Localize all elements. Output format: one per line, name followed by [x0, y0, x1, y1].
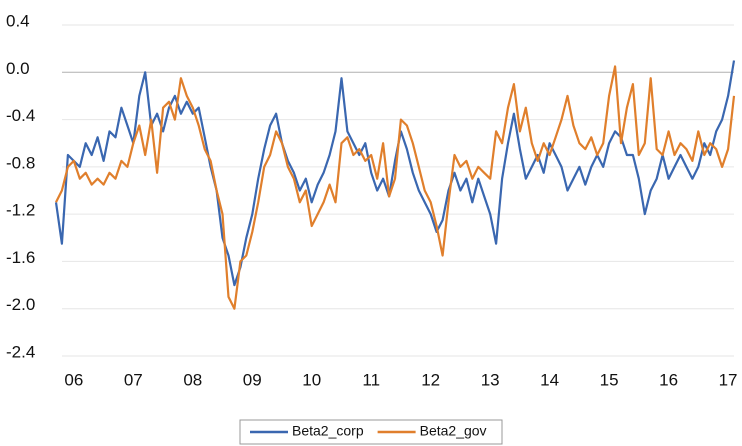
legend-label: Beta2_corp — [292, 423, 364, 439]
x-tick-label: 16 — [659, 370, 678, 389]
x-tick-label: 10 — [302, 370, 321, 389]
y-tick-label: -0.4 — [6, 106, 35, 125]
x-tick-label: 06 — [64, 370, 83, 389]
series-line — [55, 65, 736, 310]
x-tick-label: 07 — [124, 370, 143, 389]
x-tick-label: 12 — [421, 370, 440, 389]
x-tick-label: 13 — [481, 370, 500, 389]
y-tick-label: -2.4 — [6, 342, 35, 361]
y-tick-label: -1.2 — [6, 201, 35, 220]
x-tick-label: 14 — [540, 370, 559, 389]
x-tick-label: 15 — [600, 370, 619, 389]
y-tick-label: -0.8 — [6, 153, 35, 172]
y-tick-label: -2.0 — [6, 295, 35, 314]
x-tick-label: 11 — [362, 370, 380, 389]
legend-label: Beta2_gov — [420, 423, 487, 439]
legend: Beta2_corp Beta2_gov — [239, 419, 503, 445]
y-tick-label: -1.6 — [6, 248, 35, 267]
y-tick-label: 0.0 — [6, 59, 30, 78]
x-tick-label: 09 — [243, 370, 262, 389]
legend-box — [239, 419, 503, 445]
x-tick-label: 08 — [183, 370, 202, 389]
x-tick-label: 17 — [719, 370, 738, 389]
y-tick-label: 0.4 — [6, 11, 30, 30]
